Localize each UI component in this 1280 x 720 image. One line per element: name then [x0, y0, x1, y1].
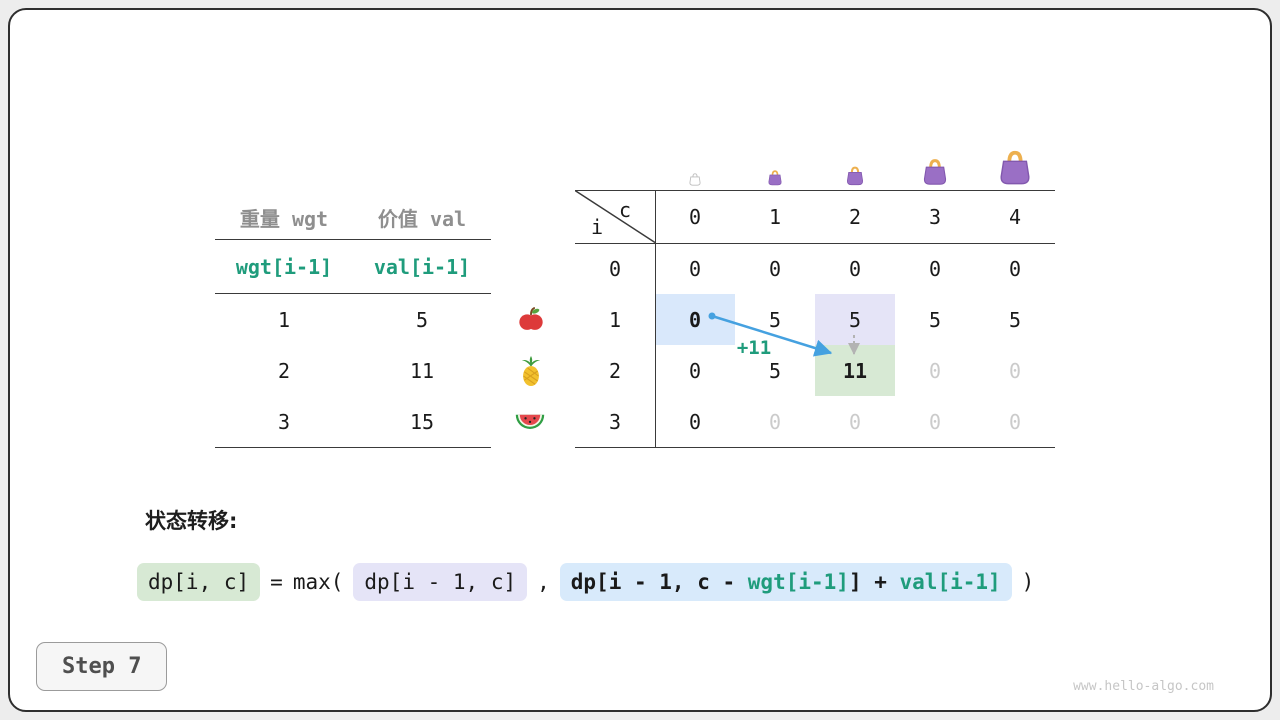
items-subheader-row: wgt[i-1] val[i-1]	[215, 240, 491, 293]
dp-cell: 0	[768, 256, 782, 281]
dp-col-header: 4	[1008, 204, 1022, 229]
item-2-value: 11	[409, 358, 435, 383]
dp-cell: 0	[928, 358, 942, 383]
item-row-3: 3 15	[215, 396, 491, 447]
formula-option2-val: val[i-1]	[899, 570, 1001, 594]
formula-option2-pill: dp[i - 1, c - wgt[i-1]] + val[i-1]	[559, 563, 1012, 601]
dp-cell: 0	[1008, 409, 1022, 434]
watermelon-icon	[514, 408, 546, 434]
item-row-1: 1 5	[215, 294, 491, 345]
dp-cell-source-highlight: 0	[655, 294, 735, 345]
dp-cell: 5	[1008, 307, 1022, 332]
dp-corner-cell: c i	[575, 190, 655, 243]
formula-max-open: max(	[292, 570, 344, 594]
dp-row-header: 3	[608, 409, 622, 434]
dp-cell: 0	[1008, 358, 1022, 383]
dp-row-header: 0	[608, 256, 622, 281]
items-header-row: 重量 wgt 价值 val	[215, 195, 491, 239]
bag-icon-capacity-4	[995, 148, 1035, 186]
empty-bag-icon	[688, 172, 702, 186]
dp-col-header: 3	[928, 204, 942, 229]
divider	[215, 239, 491, 240]
corner-row-label: i	[591, 215, 604, 239]
dp-table: c i 0 1 2 3 4 0 0 0 0 0 0 1 0 5 5 5 5 2 …	[575, 190, 1055, 447]
dp-cell: 0	[688, 256, 702, 281]
item-3-weight: 3	[277, 409, 291, 434]
dp-cell: 0	[1008, 256, 1022, 281]
dp-cell-current-highlight: 11	[815, 345, 895, 396]
transition-formula: dp[i, c] = max( dp[i - 1, c] , dp[i - 1,…	[137, 563, 1034, 601]
dp-table-header-border	[575, 243, 1055, 244]
dp-cell: 5	[928, 307, 942, 332]
corner-diagonal-line	[575, 190, 655, 243]
items-table: 重量 wgt 价值 val wgt[i-1] val[i-1] 1 5 2 11…	[215, 195, 491, 448]
formula-option1-pill: dp[i - 1, c]	[353, 563, 528, 601]
arrow-value-label: +11	[736, 337, 772, 359]
dp-col-header: 1	[768, 204, 782, 229]
item-1-weight: 1	[277, 307, 291, 332]
transition-title: 状态转移:	[145, 509, 238, 533]
dp-cell: 0	[688, 358, 702, 383]
bag-icon-capacity-2	[844, 165, 866, 186]
step-badge: Step 7	[36, 642, 168, 691]
corner-col-label: c	[618, 198, 631, 222]
dp-cell: 0	[928, 256, 942, 281]
formula-option2-part2: ] +	[848, 570, 900, 594]
dp-col-header: 2	[848, 204, 862, 229]
item-2-weight: 2	[277, 358, 291, 383]
item-1-value: 5	[415, 307, 429, 332]
formula-option2-part1: dp[i - 1, c -	[570, 570, 748, 594]
dp-table-vertical-border	[655, 190, 656, 447]
dp-cell: 0	[928, 409, 942, 434]
dp-table-top-border	[575, 190, 1055, 191]
dp-table-bottom-border	[575, 447, 1055, 448]
item-3-value: 15	[409, 409, 435, 434]
watermark: www.hello-algo.com	[1073, 679, 1214, 694]
dp-cell: 0	[688, 409, 702, 434]
apple-icon	[517, 305, 545, 333]
dp-cell: 5	[768, 358, 782, 383]
pineapple-icon	[516, 355, 546, 387]
formula-equals: =	[270, 570, 283, 594]
dp-cell-above-highlight: 5	[815, 294, 895, 345]
items-subheader-wgt: wgt[i-1]	[235, 254, 333, 279]
formula-comma: ,	[537, 570, 550, 594]
divider	[215, 447, 491, 448]
dp-cell: 0	[768, 409, 782, 434]
bag-icon-capacity-3	[920, 157, 950, 186]
bag-icon-capacity-1	[766, 169, 784, 186]
dp-row-header: 2	[608, 358, 622, 383]
dp-cell: 0	[848, 409, 862, 434]
dp-col-header: 0	[688, 204, 702, 229]
divider	[215, 293, 491, 294]
item-row-2: 2 11	[215, 345, 491, 396]
formula-lhs-pill: dp[i, c]	[137, 563, 261, 601]
dp-row-header: 1	[608, 307, 622, 332]
items-col-header-value: 价值 val	[377, 206, 467, 231]
formula-option2-wgt: wgt[i-1]	[747, 570, 849, 594]
items-col-header-weight: 重量 wgt	[239, 206, 329, 231]
dp-cell: 0	[848, 256, 862, 281]
formula-close-paren: )	[1021, 570, 1035, 594]
items-subheader-val: val[i-1]	[373, 254, 471, 279]
